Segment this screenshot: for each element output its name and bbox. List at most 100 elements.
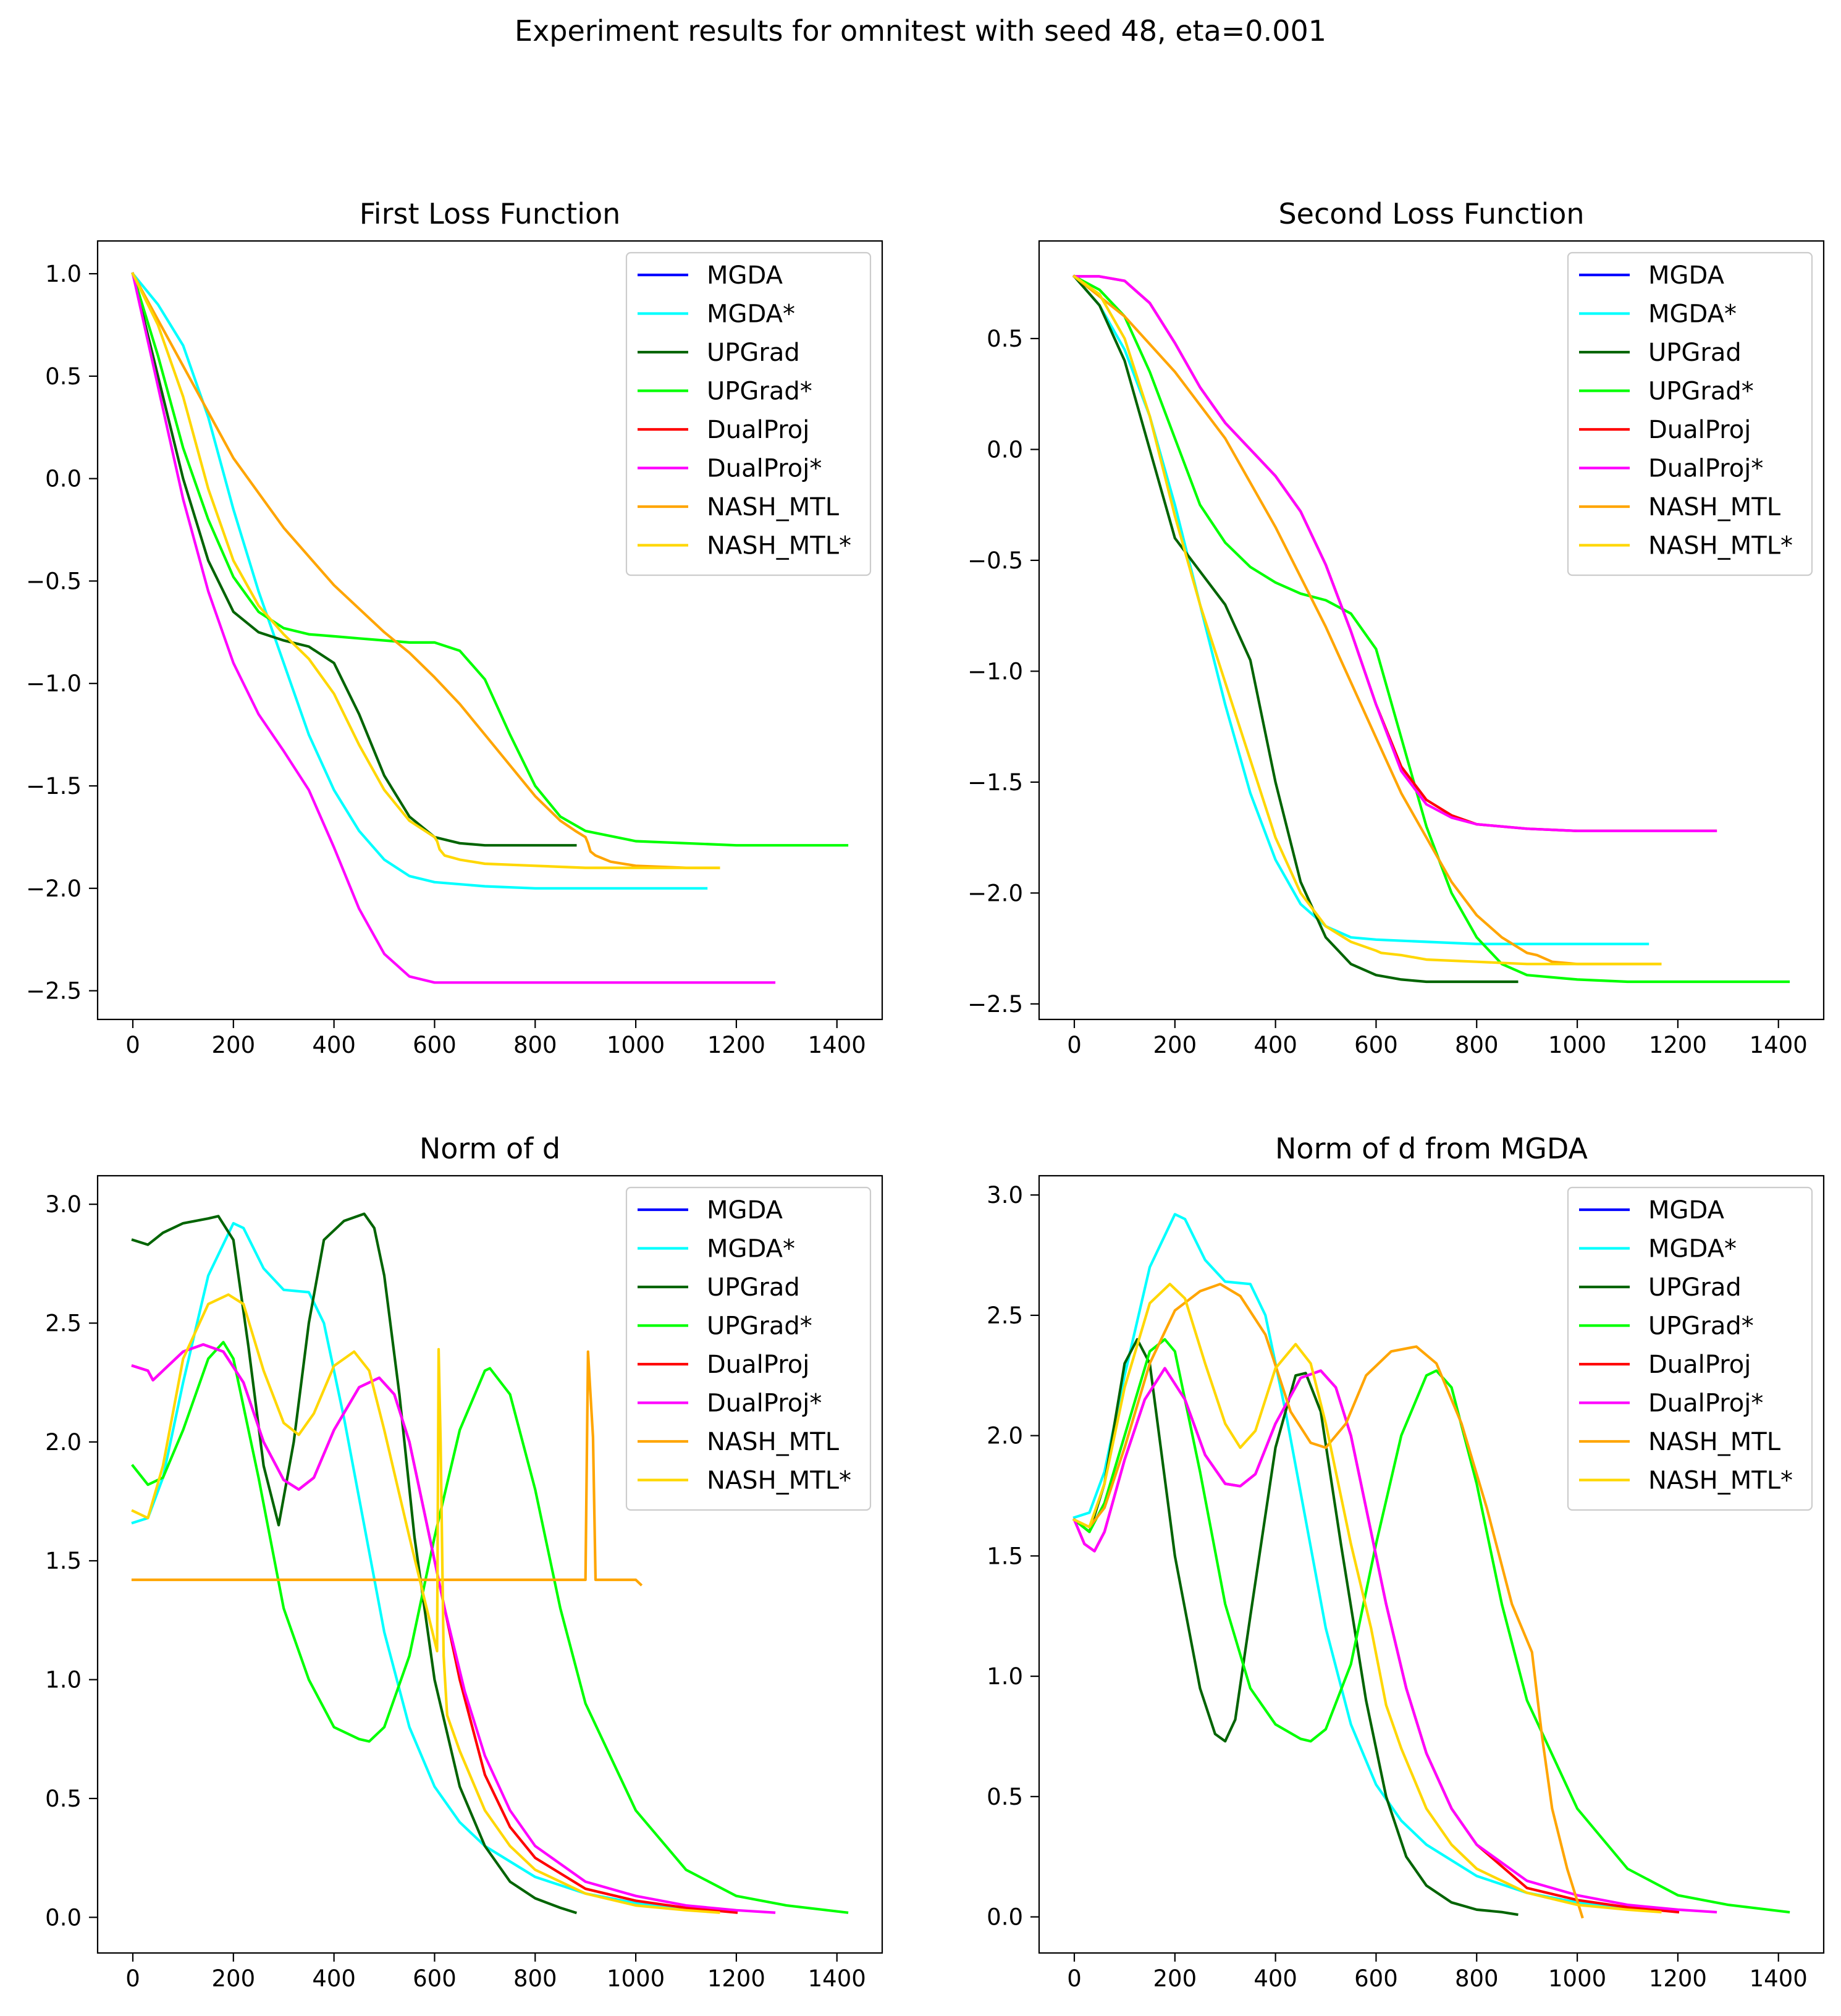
- y-tick-label: −1.5: [967, 769, 1023, 796]
- series-line-mgda-star: [131, 1221, 708, 1912]
- y-tick-label: 1.0: [987, 1663, 1023, 1690]
- series-line-upgrad: [131, 1212, 578, 1915]
- x-tick-label: 200: [1153, 1032, 1197, 1058]
- y-tick-label: 1.5: [45, 1548, 82, 1574]
- x-tick-label: 1200: [707, 1032, 765, 1058]
- legend-label-mgda: MGDA: [707, 1196, 783, 1225]
- y-tick-label: 0.5: [987, 1784, 1023, 1810]
- y-tick-label: 3.0: [45, 1191, 82, 1218]
- legend-label-upgrad: UPGrad: [1648, 1273, 1742, 1302]
- legend-frame: [1567, 1186, 1813, 1511]
- x-tick-label: 0: [1067, 1032, 1082, 1058]
- y-tick-label: −1.5: [26, 773, 82, 799]
- x-tick-label: 1200: [1649, 1032, 1707, 1058]
- series-line-upgrad-star: [1072, 274, 1790, 984]
- series-line-upgrad: [1072, 274, 1519, 984]
- y-tick-label: 0.0: [987, 1904, 1023, 1931]
- legend-label-mgda: MGDA: [707, 261, 783, 290]
- x-tick-label: 800: [1455, 1965, 1499, 1992]
- legend-frame: [625, 251, 872, 576]
- series-line-dualproj-star: [1072, 275, 1717, 833]
- axes-frame: [96, 1175, 883, 1954]
- series-group: [131, 272, 849, 984]
- legend-label-upgrad-star: UPGrad*: [707, 1312, 812, 1341]
- legend-label-upgrad: UPGrad: [1648, 339, 1742, 367]
- legend-label-dualproj: DualProj: [707, 416, 809, 444]
- series-line-nash-mtl: [131, 1350, 643, 1587]
- legend: MGDA MGDA* UPGrad UPGrad* DualProj DualProj* N…: [625, 251, 872, 576]
- y-tick-label: −0.5: [967, 547, 1023, 574]
- legend-label-nash-mtl-star: NASH_MTL*: [707, 1467, 851, 1495]
- y-tick-label: 2.0: [987, 1423, 1023, 1449]
- y-tick-label: 0.0: [45, 466, 82, 492]
- series-line-dualproj-star: [131, 272, 776, 984]
- y-tick-label: −1.0: [967, 658, 1023, 685]
- legend-label-mgda-star: MGDA*: [1648, 1235, 1737, 1263]
- legend-label-upgrad: UPGrad: [707, 339, 800, 367]
- y-tick-label: 0.0: [45, 1904, 82, 1931]
- y-tick-label: 1.0: [45, 261, 82, 287]
- y-tick-label: −2.5: [967, 991, 1023, 1018]
- y-tick-label: −2.5: [26, 978, 82, 1005]
- legend-label-nash-mtl-star: NASH_MTL*: [707, 532, 851, 560]
- legend-label-dualproj-star: DualProj*: [707, 455, 822, 483]
- y-tick-label: −0.5: [26, 568, 82, 594]
- panel-title: Norm of d from MGDA: [1275, 1132, 1588, 1165]
- series-line-upgrad-star: [131, 1341, 849, 1914]
- legend-frame: [625, 1186, 872, 1511]
- y-tick-label: −2.0: [26, 875, 82, 902]
- legend-label-dualproj: DualProj: [707, 1351, 809, 1379]
- series-line-dualproj-star: [1072, 1367, 1717, 1914]
- x-tick-label: 400: [312, 1032, 356, 1058]
- x-tick-label: 200: [1153, 1965, 1197, 1992]
- legend: MGDA MGDA* UPGrad UPGrad* DualProj DualProj* N…: [1567, 1186, 1813, 1511]
- panel-title: First Loss Function: [360, 197, 621, 230]
- x-tick-label: 800: [1455, 1032, 1499, 1058]
- x-tick-label: 1000: [1548, 1965, 1606, 1992]
- panel-first-loss: First Loss Function 0 200 400 600 800 1000 1200…: [26, 197, 883, 1058]
- legend-label-nash-mtl: NASH_MTL: [707, 493, 840, 521]
- panel-norm-of-d: Norm of d 0 200 400 600 800 1000 1200 1400 3.0 2.5…: [45, 1132, 883, 1992]
- y-tick-label: 1.5: [987, 1543, 1023, 1569]
- y-tick-label: 2.0: [45, 1429, 82, 1456]
- series-line-nash-mtl: [131, 272, 720, 869]
- axes-frame: [96, 240, 883, 1021]
- x-tick-label: 1400: [808, 1032, 866, 1058]
- panel-second-loss: Second Loss Function 0 200 400 600 800 1000 120…: [967, 197, 1825, 1058]
- legend-label-nash-mtl: NASH_MTL: [1648, 493, 1781, 521]
- x-tick-label: 1000: [1548, 1032, 1606, 1058]
- x-tick-label: 1200: [707, 1965, 765, 1992]
- y-tick-label: 0.5: [45, 1786, 82, 1812]
- y-tick-label: −1.0: [26, 670, 82, 697]
- legend-label-dualproj: DualProj: [1648, 1351, 1751, 1379]
- legend: MGDA MGDA* UPGrad UPGrad* DualProj DualProj* N…: [1567, 251, 1813, 576]
- legend-label-dualproj: DualProj: [1648, 416, 1751, 444]
- y-tick-label: 0.0: [987, 436, 1023, 463]
- legend-label-mgda-star: MGDA*: [707, 1235, 795, 1263]
- x-tick-label: 1400: [1750, 1965, 1808, 1992]
- x-tick-label: 600: [1354, 1965, 1398, 1992]
- x-tick-label: 1200: [1649, 1965, 1707, 1992]
- series-group: [1072, 274, 1790, 984]
- x-tick-label: 600: [413, 1032, 457, 1058]
- legend: MGDA MGDA* UPGrad UPGrad* DualProj DualProj* N…: [625, 1186, 872, 1511]
- panel-title: Second Loss Function: [1278, 197, 1584, 230]
- x-tick-label: 600: [413, 1965, 457, 1992]
- legend-label-dualproj-star: DualProj*: [1648, 1390, 1763, 1418]
- legend-label-mgda-star: MGDA*: [707, 300, 795, 329]
- x-tick-label: 400: [312, 1965, 356, 1992]
- series-group: [131, 1212, 849, 1915]
- x-tick-label: 1000: [607, 1965, 665, 1992]
- y-tick-label: 0.5: [987, 326, 1023, 352]
- legend-label-upgrad-star: UPGrad*: [1648, 1312, 1754, 1341]
- x-tick-label: 1400: [1750, 1032, 1808, 1058]
- x-tick-label: 1000: [607, 1032, 665, 1058]
- y-tick-label: −2.0: [967, 880, 1023, 906]
- x-tick-label: 200: [211, 1032, 255, 1058]
- x-tick-label: 400: [1253, 1032, 1297, 1058]
- x-tick-label: 200: [211, 1965, 255, 1992]
- legend-label-nash-mtl-star: NASH_MTL*: [1648, 532, 1793, 560]
- x-tick-label: 600: [1354, 1032, 1398, 1058]
